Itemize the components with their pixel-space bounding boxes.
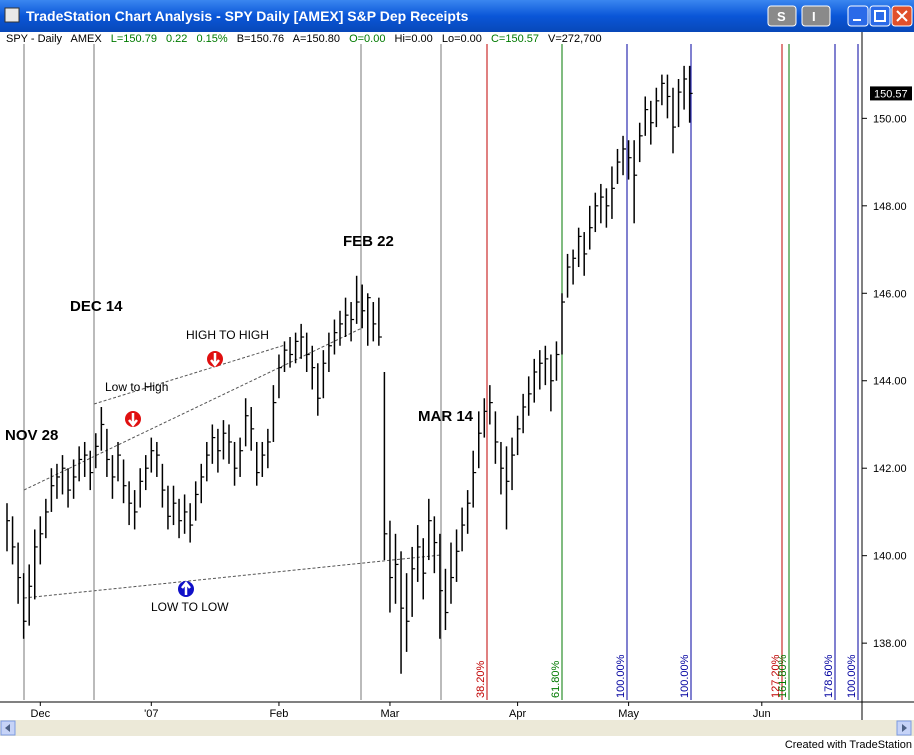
fib-label: 100.00% <box>679 654 691 698</box>
close-glyph <box>896 10 908 22</box>
x-tick-label: Mar <box>380 708 399 720</box>
y-tick-label: 142.00 <box>873 463 907 475</box>
info-volume: V=272,700 <box>548 33 602 45</box>
x-tick-label: May <box>618 708 639 720</box>
x-tick-label: Apr <box>509 708 526 720</box>
x-tick-label: Feb <box>269 708 288 720</box>
x-tick-label: Dec <box>31 708 51 720</box>
last-price-label: 150.57 <box>874 88 908 100</box>
info-change-pct: 0.15% <box>196 33 227 45</box>
style-button[interactable] <box>767 5 797 27</box>
info-open: O=0.00 <box>349 33 385 45</box>
up-arrow-glyph <box>181 580 191 595</box>
info-last: L=150.79 <box>111 33 157 45</box>
title-bar <box>0 0 914 32</box>
fib-label: 38.20% <box>475 660 487 698</box>
info-symbol: SPY - Daily <box>6 33 63 45</box>
window-title: TradeStation Chart Analysis - SPY Daily … <box>26 8 469 24</box>
maximize-button[interactable] <box>869 5 891 27</box>
scroll-right-glyph <box>902 724 907 732</box>
trendlines <box>23 327 442 599</box>
info-bid: B=150.76 <box>237 33 284 45</box>
insert-button[interactable] <box>801 5 831 27</box>
last-price-box <box>870 86 912 101</box>
annotation: LOW TO LOW <box>151 600 229 614</box>
info-high: Hi=0.00 <box>395 33 433 45</box>
x-tick-label: '07 <box>144 708 158 720</box>
scroll-left-glyph <box>5 724 10 732</box>
minimize-button[interactable] <box>847 5 869 27</box>
fib-label: 161.80% <box>777 654 789 698</box>
footer: Created with TradeStation <box>785 739 912 750</box>
y-tick-label: 138.00 <box>873 638 907 650</box>
fib-label: 178.60% <box>823 654 835 698</box>
insert-button-label: I <box>812 9 816 24</box>
fib-label: 100.00% <box>846 654 858 698</box>
annotation: MAR 14 <box>418 408 474 425</box>
y-tick-label: 140.00 <box>873 551 907 563</box>
y-tick-label: 150.00 <box>873 113 907 125</box>
annotation: FEB 22 <box>343 233 394 250</box>
annotation: Low to High <box>105 380 168 394</box>
info-close: C=150.57 <box>491 33 539 45</box>
info-line: SPY - Daily AMEX L=150.79 0.22 0.15% B=1… <box>6 33 602 45</box>
fib-label: 127.20% <box>770 654 782 698</box>
down-arrow-glyph <box>210 353 220 368</box>
y-tick-label: 148.00 <box>873 201 907 213</box>
trendline <box>93 344 286 405</box>
info-ask: A=150.80 <box>293 33 340 45</box>
fib-label: 100.00% <box>615 654 627 698</box>
arrow-icons <box>125 351 223 597</box>
style-button-label: S <box>777 9 786 24</box>
annotation: DEC 14 <box>70 298 123 315</box>
trendline <box>23 327 363 491</box>
scrollbar[interactable] <box>0 720 914 736</box>
annotation: NOV 28 <box>5 427 58 444</box>
chart-area <box>0 32 914 720</box>
x-tick-label: Jun <box>753 708 771 720</box>
y-tick-label: 146.00 <box>873 288 907 300</box>
maximize-glyph <box>874 10 886 22</box>
info-change: 0.22 <box>166 33 187 45</box>
y-tick-label: 144.00 <box>873 376 907 388</box>
info-low: Lo=0.00 <box>442 33 482 45</box>
info-exchange: AMEX <box>71 33 103 45</box>
annotation: HIGH TO HIGH <box>186 328 269 342</box>
down-arrow-glyph <box>128 413 138 428</box>
fib-label: 61.80% <box>550 660 562 698</box>
app-icon <box>4 7 20 23</box>
